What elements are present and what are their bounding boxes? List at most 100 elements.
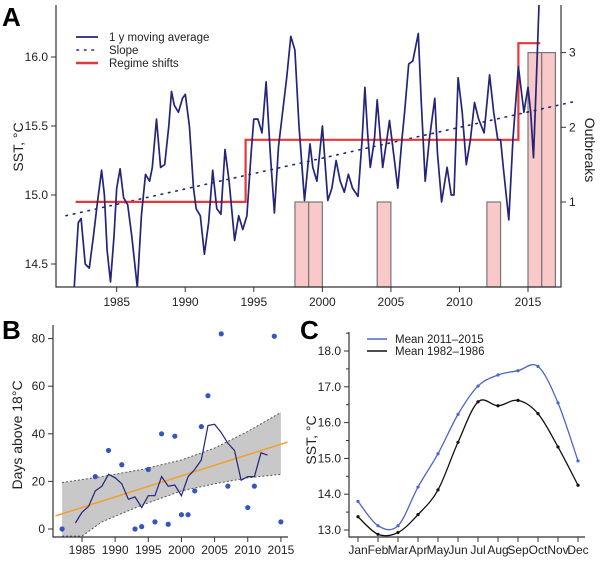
x-tick-label: Oct (529, 543, 548, 557)
y-tick-label: 0 (38, 522, 45, 536)
data-point (192, 488, 198, 494)
y-tick-label: 15.5 (25, 119, 49, 133)
data-point (205, 393, 211, 399)
data-point (251, 483, 257, 489)
panel-b-ylabel: Days above 18°C (9, 380, 25, 489)
x-tick-label: Jan (348, 543, 367, 557)
y-tick-label: 20 (32, 474, 46, 488)
x-tick-label: Aug (487, 543, 508, 557)
data-point (158, 431, 165, 437)
axes (348, 332, 585, 538)
series-point (516, 369, 520, 373)
series-point (416, 513, 420, 517)
y-tick-label: 17.0 (318, 380, 342, 394)
x-tick-label: 1985 (103, 295, 130, 309)
series-point (496, 404, 500, 408)
x-tick-label: Jul (470, 543, 485, 557)
y-tick-label: 14.0 (318, 487, 342, 501)
data-point (172, 433, 178, 439)
x-tick-label: 2000 (168, 543, 195, 557)
data-point (218, 331, 224, 337)
data-point (278, 519, 284, 525)
series-line (357, 399, 579, 537)
series-point (436, 452, 440, 456)
series-point (396, 524, 400, 528)
x-tick-label: Mar (388, 543, 409, 557)
panel-a-y2label: Outbreaks (582, 118, 598, 183)
data-point (92, 474, 98, 480)
x-tick-label: 1995 (135, 543, 162, 557)
outbreak-bar (308, 201, 323, 288)
series-point (496, 373, 500, 377)
panel-a-ylabel: SST, °C (10, 122, 26, 171)
data-point (119, 462, 125, 468)
y-tick-label: 60 (32, 379, 46, 393)
legend-label: Slope (109, 45, 138, 57)
axes-frame (55, 5, 562, 288)
data-point (152, 519, 158, 525)
y-tick-label: 80 (32, 332, 46, 346)
data-point (245, 504, 251, 511)
series-line (357, 363, 579, 531)
panel-letter-b: B (2, 315, 21, 345)
series-point (536, 412, 540, 416)
x-tick-label: 2005 (201, 543, 228, 557)
panel-b: 0 20 40 60 80 1985 1990 1995 2000 2005 2010 2015 (32, 325, 295, 557)
x-tick-label: 2010 (446, 295, 473, 309)
y2-tick-label: 3 (569, 46, 576, 60)
x-tick-label: 2000 (309, 295, 336, 309)
series-point (556, 445, 560, 449)
outbreak-bar (486, 201, 502, 288)
data-point (59, 526, 65, 532)
x-tick-label: 1985 (69, 543, 96, 557)
series-point (576, 483, 580, 487)
y-tick-label: 18.0 (318, 344, 342, 358)
axes (52, 325, 288, 538)
moving-average-line (74, 423, 268, 524)
data-point (105, 447, 112, 454)
y2-tick-label: 1 (569, 195, 576, 209)
x-tick-label: 1990 (172, 295, 199, 309)
x-tick-label: Feb (368, 543, 389, 557)
regime-shift-line (75, 42, 541, 203)
x-tick-label: 2015 (515, 295, 542, 309)
x-tick-label: Apr (409, 543, 428, 557)
x-tick-label: 1990 (102, 543, 129, 557)
y-tick-label: 13.0 (318, 523, 342, 537)
series-point (456, 440, 460, 444)
moving-average-line (73, 5, 540, 287)
panel-letter-c: C (300, 315, 319, 345)
series-point (536, 364, 540, 368)
data-point (165, 521, 171, 527)
series-point (476, 400, 480, 404)
data-point (225, 483, 231, 489)
y-tick-label: 15.0 (318, 451, 342, 465)
series-point (556, 401, 560, 405)
x-tick-label: 2010 (234, 543, 261, 557)
y-tick-label: 16.0 (25, 50, 49, 64)
outbreak-bar (527, 51, 543, 288)
legend-label: Regime shifts (109, 58, 179, 70)
series-point (476, 384, 480, 388)
slope-line (65, 100, 577, 217)
series-point (356, 515, 360, 519)
legend-label: 1 y moving average (109, 32, 209, 44)
panel-letter-a: A (2, 2, 21, 32)
x-tick-label: 2015 (268, 543, 295, 557)
series-point (516, 398, 520, 403)
y-tick-label: 16.0 (318, 416, 342, 430)
x-tick-label: Sep (507, 543, 529, 557)
y-tick-label: 15.0 (25, 188, 49, 202)
outbreak-bar (294, 201, 310, 288)
data-point (185, 512, 191, 518)
legend-label: Mean 1982–1986 (395, 346, 485, 358)
series-point (436, 488, 440, 492)
ci-upper-line (62, 411, 282, 484)
series-point (576, 459, 580, 463)
series-point (416, 485, 420, 489)
outbreak-bar (541, 51, 557, 288)
data-point (178, 512, 185, 518)
